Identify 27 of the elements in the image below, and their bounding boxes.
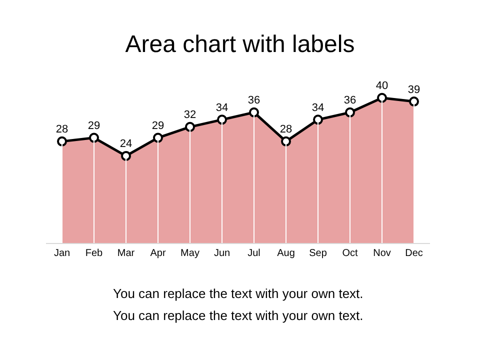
x-tick-label: Mar [117,248,136,259]
data-label: 40 [376,80,388,92]
x-tick-label: Nov [373,248,391,259]
data-label: 36 [344,94,356,107]
data-label: 24 [120,138,132,150]
data-label: 28 [280,124,292,136]
text: You can replace the text with your own text. [113,308,364,323]
data-label: 28 [56,124,68,136]
x-tick-label: Jul [248,248,260,259]
x-tick-label: Jan [54,248,70,259]
x-tick-label: Sep [309,248,328,259]
x-tick-label: May [180,248,200,259]
data-label: 29 [152,120,164,132]
data-label: 29 [88,120,100,132]
x-tick-label: Jun [214,248,230,259]
data-label: 36 [248,94,260,107]
x-tick-label: Feb [85,248,104,259]
data-label: 39 [408,84,420,96]
text: You can replace the text with your own text. [113,286,364,301]
data-label: 32 [184,109,196,122]
data-label: 34 [312,102,324,114]
x-tick-label: Dec [405,248,423,259]
x-tick-label: Oct [342,248,358,259]
x-tick-label: Apr [150,248,166,259]
x-tick-label: Aug [277,248,295,259]
chart-title: Area chart with labels [125,30,355,58]
data-label: 34 [216,102,228,114]
